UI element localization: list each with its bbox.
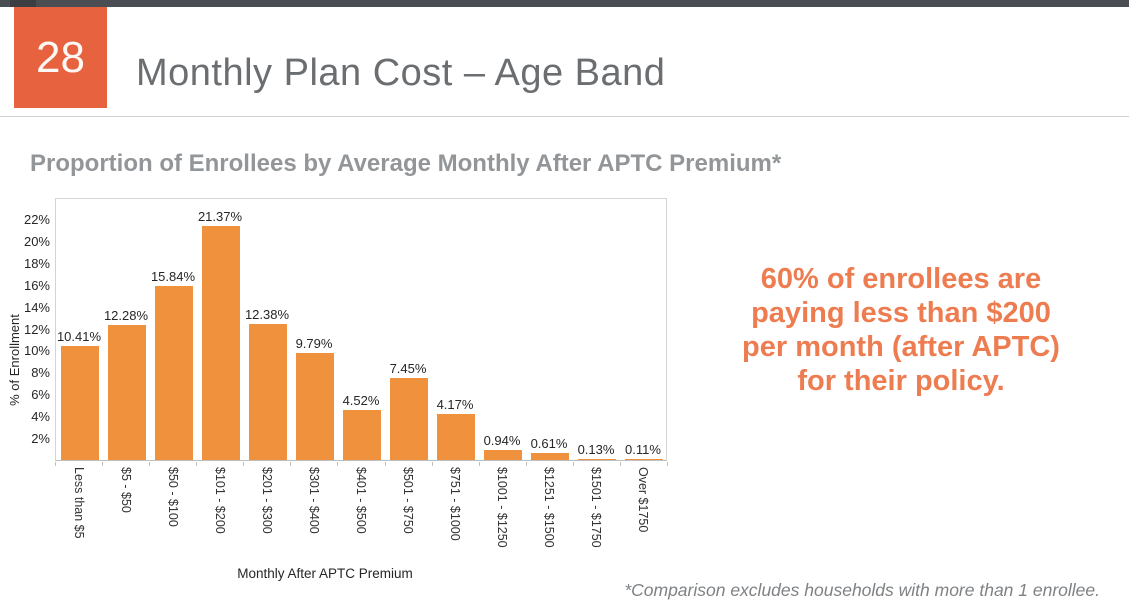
x-axis-category-label: $1501 - $1750 [589,467,603,548]
x-axis-tick-mark [526,462,527,466]
x-axis-category-label: Over $1750 [636,467,650,533]
bar-value-label: 0.13% [577,442,615,457]
x-axis-category-label: $5 - $50 [119,467,133,513]
y-axis-tick-label: 4% [31,409,50,424]
chart-title: Proportion of Enrollees by Average Month… [30,150,782,177]
y-axis-title: % of Enrollment [7,314,22,406]
y-axis-tick-label: 22% [23,212,50,227]
bar-Over $1750 [625,459,663,460]
x-axis-title: Monthly After APTC Premium [237,566,413,581]
callout-line: 60% of enrollees are [760,263,1042,295]
bar-$5 - $50 [108,325,146,460]
bar-value-label: 0.11% [625,442,661,457]
bar-value-label: 9.79% [295,336,333,351]
bar-$501 - $750 [390,378,428,460]
bar-value-label: 12.28% [103,308,149,323]
bar-value-label: 4.17% [436,397,474,412]
x-axis-tick-mark [385,462,386,466]
x-axis-tick-mark [620,462,621,466]
x-axis-category-label: $501 - $750 [401,467,415,534]
bar-value-label: 10.41% [56,329,102,344]
callout-text: 60% of enrollees are paying less than $2… [710,262,1092,398]
bar-$1501 - $1750 [578,459,616,460]
bar-value-label: 4.52% [342,393,380,408]
x-axis-category-label: $101 - $200 [213,467,227,534]
footnote: *Comparison excludes households with mor… [624,580,1100,600]
y-axis-tick-label: 8% [31,365,50,380]
bar-value-label: 12.38% [244,307,290,322]
bar-$201 - $300 [249,324,287,460]
y-axis-tick-label: 10% [23,343,50,358]
bar-value-label: 7.45% [389,361,427,376]
x-axis-tick-mark [290,462,291,466]
bar-$1251 - $1500 [531,453,569,460]
bar-value-label: 21.37% [197,209,243,224]
chart-plot-area [55,198,667,461]
top-accent-bar-dark-segment [10,0,36,7]
x-axis-tick-mark [667,462,668,466]
x-axis-category-label: $201 - $300 [260,467,274,534]
top-accent-bar [0,0,1129,7]
x-axis-category-label: $401 - $500 [354,467,368,534]
x-axis-category-label: $50 - $100 [166,467,180,527]
x-axis-category-label: $751 - $1000 [448,467,462,541]
slide-title: Monthly Plan Cost – Age Band [136,52,666,94]
x-axis-category-label: $301 - $400 [307,467,321,534]
x-axis-tick-mark [432,462,433,466]
x-axis-category-label: $1251 - $1500 [542,467,556,548]
page-number-badge: 28 [14,7,107,108]
y-axis-tick-label: 18% [23,256,50,271]
y-axis-tick-label: 16% [23,278,50,293]
x-axis-tick-mark [573,462,574,466]
bar-$301 - $400 [296,353,334,460]
x-axis-tick-mark [337,462,338,466]
x-axis-tick-mark [149,462,150,466]
x-axis-tick-mark [243,462,244,466]
bar-$1001 - $1250 [484,450,522,460]
x-axis-tick-mark [196,462,197,466]
y-axis-tick-label: 6% [31,387,50,402]
x-axis-tick-mark [55,462,56,466]
x-axis-tick-mark [479,462,480,466]
bar-value-label: 0.94% [483,433,521,448]
bar-$401 - $500 [343,410,381,460]
callout-line: paying less than $200 [751,297,1051,329]
x-axis-tick-mark [102,462,103,466]
y-axis-tick-label: 2% [31,431,50,446]
y-axis-tick-label: 14% [23,300,50,315]
bar-$751 - $1000 [437,414,475,460]
callout-line: for their policy. [797,365,1005,397]
bar-$50 - $100 [155,286,193,460]
bar-value-label: 0.61% [530,436,568,451]
header-divider [0,116,1129,117]
callout-line: per month (after APTC) [742,331,1060,363]
y-axis-tick-label: 20% [23,234,50,249]
bar-$101 - $200 [202,226,240,460]
bar-value-label: 15.84% [150,269,196,284]
x-axis-category-label: Less than $5 [72,467,86,539]
bar-Less than $5 [61,346,99,460]
x-axis-category-label: $1001 - $1250 [495,467,509,548]
y-axis-tick-label: 12% [23,322,50,337]
